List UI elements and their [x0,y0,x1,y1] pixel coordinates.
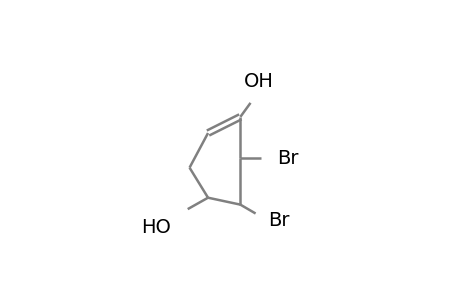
Text: Br: Br [268,211,289,230]
Text: HO: HO [141,218,171,238]
Text: Br: Br [277,149,298,168]
Text: OH: OH [243,72,273,92]
